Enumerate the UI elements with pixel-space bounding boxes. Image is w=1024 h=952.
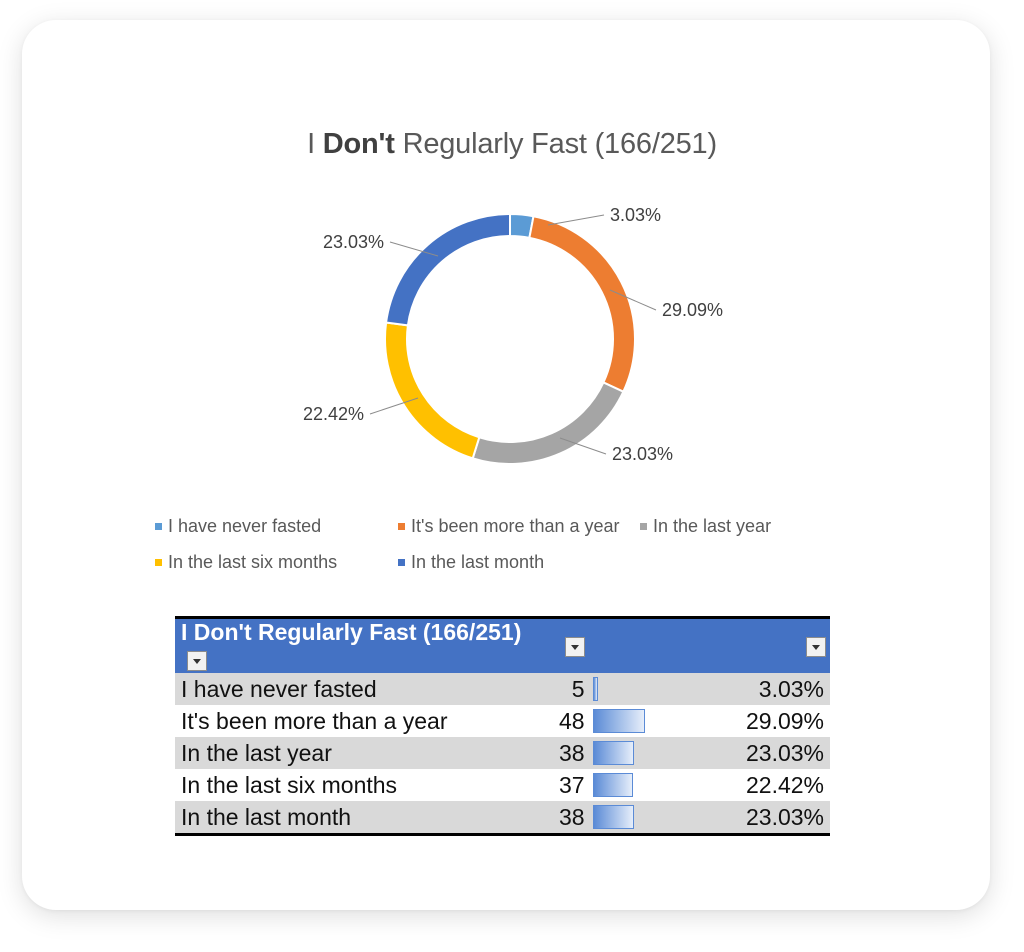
row-percent: 29.09% — [745, 707, 824, 734]
row-databar — [592, 805, 634, 829]
row-percent: 23.03% — [682, 737, 830, 769]
row-label: In the last six months — [181, 771, 398, 798]
row-databar-cell — [590, 673, 683, 705]
table-header-percent-cell — [682, 617, 830, 673]
row-databar — [592, 773, 633, 797]
leader-line-last-month — [389, 241, 439, 257]
row-percent: 3.03% — [682, 673, 830, 705]
row-label: I have never fasted — [175, 673, 522, 705]
row-count: 5 — [521, 673, 591, 705]
row-databar-cell — [590, 801, 683, 835]
data-label-last-six-months: 22.42% — [303, 404, 364, 424]
data-table: I Don't Regularly Fast (166/251) I have … — [175, 616, 830, 836]
filter-dropdown-icon[interactable] — [806, 637, 826, 658]
row-count: 48 — [558, 707, 585, 734]
donut-slice-last-month — [384, 212, 511, 327]
chart-title: I Don't Regularly Fast (166/251) — [307, 128, 717, 160]
row-databar-cell — [590, 737, 683, 769]
leader-line-last-year — [559, 437, 607, 455]
data-label-more-than-year: 29.09% — [662, 300, 723, 320]
filter-dropdown-icon[interactable] — [564, 637, 585, 658]
donut-slice-more-than-year — [528, 215, 636, 394]
table-header-title: I Don't Regularly Fast (166/251) — [181, 619, 522, 645]
row-databar-cell — [591, 705, 683, 737]
table-header-count-cell — [521, 617, 591, 673]
table-row: In the last six months 37 22.42% — [175, 769, 830, 801]
row-count: 37 — [558, 771, 585, 798]
table-header-bar-cell — [590, 617, 683, 673]
row-label: In the last year — [175, 737, 522, 769]
row-percent: 23.03% — [682, 801, 830, 835]
filter-dropdown-icon[interactable] — [187, 650, 207, 671]
table-row: It's been more than a year 48 29.09% — [175, 705, 830, 737]
data-label-never-fasted: 3.03% — [610, 205, 661, 225]
row-databar — [592, 677, 598, 701]
row-databar-cell — [591, 769, 683, 801]
donut-slice-last-six-months — [384, 321, 481, 460]
table-header-label-cell: I Don't Regularly Fast (166/251) — [175, 617, 522, 673]
row-count: 38 — [521, 801, 591, 835]
row-count: 38 — [521, 737, 591, 769]
row-databar — [592, 709, 645, 733]
table-row: In the last month 38 23.03% — [175, 801, 830, 835]
row-label: In the last month — [175, 801, 522, 835]
data-label-last-year: 23.03% — [612, 444, 673, 464]
leader-line-never-fasted — [547, 214, 605, 226]
table-header-row: I Don't Regularly Fast (166/251) — [175, 617, 830, 673]
table-row: I have never fasted 5 3.03% — [175, 673, 830, 705]
data-label-last-month: 23.03% — [323, 232, 384, 252]
table-row: In the last year 38 23.03% — [175, 737, 830, 769]
row-label: It's been more than a year — [181, 707, 448, 734]
row-databar — [592, 741, 634, 765]
leader-line-last-six-months — [369, 397, 419, 415]
leader-line-more-than-year — [609, 289, 657, 311]
row-percent: 22.42% — [745, 771, 824, 798]
donut-chart: 3.03% 29.09% 23.03% 22.42% 23.03% — [303, 205, 723, 465]
